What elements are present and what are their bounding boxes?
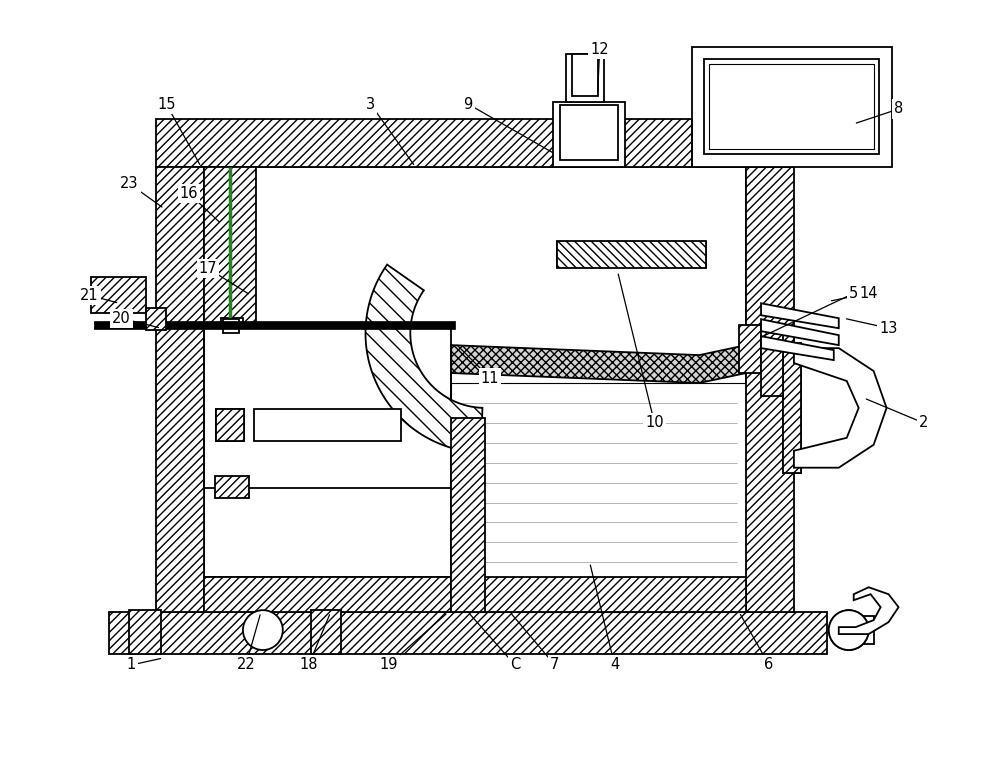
Bar xyxy=(761,331,783,396)
Bar xyxy=(146,308,166,330)
Circle shape xyxy=(829,610,869,650)
Bar xyxy=(839,617,874,644)
Polygon shape xyxy=(761,319,839,345)
Circle shape xyxy=(243,610,283,650)
Bar xyxy=(204,324,451,488)
Text: 1: 1 xyxy=(127,658,136,672)
Text: 7: 7 xyxy=(550,658,559,672)
Bar xyxy=(254,409,401,441)
Bar xyxy=(156,167,204,612)
Text: 20: 20 xyxy=(112,311,131,326)
Text: 17: 17 xyxy=(199,261,217,276)
Text: 5: 5 xyxy=(849,286,858,301)
Bar xyxy=(783,343,801,472)
Text: 11: 11 xyxy=(481,371,499,385)
Text: 13: 13 xyxy=(879,320,898,336)
Text: 12: 12 xyxy=(590,42,609,56)
Text: 8: 8 xyxy=(894,101,903,117)
Bar xyxy=(204,578,746,612)
Text: 14: 14 xyxy=(859,286,878,301)
Bar xyxy=(216,409,244,441)
Bar xyxy=(451,383,746,612)
Bar xyxy=(204,167,746,578)
Text: 18: 18 xyxy=(299,658,318,672)
Bar xyxy=(91,278,146,314)
Bar xyxy=(109,612,827,654)
Bar xyxy=(709,64,874,149)
Bar xyxy=(451,418,485,612)
Text: 4: 4 xyxy=(610,658,619,672)
Bar xyxy=(311,610,341,654)
Text: 3: 3 xyxy=(366,96,375,111)
Bar xyxy=(215,475,249,497)
Bar xyxy=(572,54,598,96)
Bar xyxy=(692,47,892,167)
Bar xyxy=(566,54,604,102)
Bar xyxy=(560,105,618,159)
Bar xyxy=(704,60,879,154)
Text: 19: 19 xyxy=(379,658,398,672)
Polygon shape xyxy=(761,336,834,360)
Text: 16: 16 xyxy=(180,186,198,201)
Text: 15: 15 xyxy=(157,96,175,111)
Polygon shape xyxy=(794,348,887,468)
Polygon shape xyxy=(451,345,746,383)
Bar xyxy=(221,318,243,483)
Text: 2: 2 xyxy=(919,415,928,430)
Bar xyxy=(739,325,761,373)
Text: 6: 6 xyxy=(764,658,774,672)
Bar xyxy=(94,321,455,329)
Polygon shape xyxy=(366,265,482,452)
Text: C: C xyxy=(510,658,520,672)
Text: 23: 23 xyxy=(120,176,139,192)
Text: 9: 9 xyxy=(463,96,473,111)
Text: 22: 22 xyxy=(237,658,255,672)
Bar xyxy=(156,119,794,167)
Bar xyxy=(553,102,625,167)
Circle shape xyxy=(829,610,869,650)
Bar xyxy=(746,167,794,612)
Bar xyxy=(129,610,161,654)
Polygon shape xyxy=(761,303,839,328)
Bar xyxy=(783,343,801,472)
Bar xyxy=(204,167,256,324)
Bar xyxy=(557,240,706,269)
Bar xyxy=(223,319,239,333)
Bar xyxy=(216,409,244,441)
Polygon shape xyxy=(839,588,899,634)
Text: 21: 21 xyxy=(80,288,99,303)
Text: 10: 10 xyxy=(645,415,664,430)
